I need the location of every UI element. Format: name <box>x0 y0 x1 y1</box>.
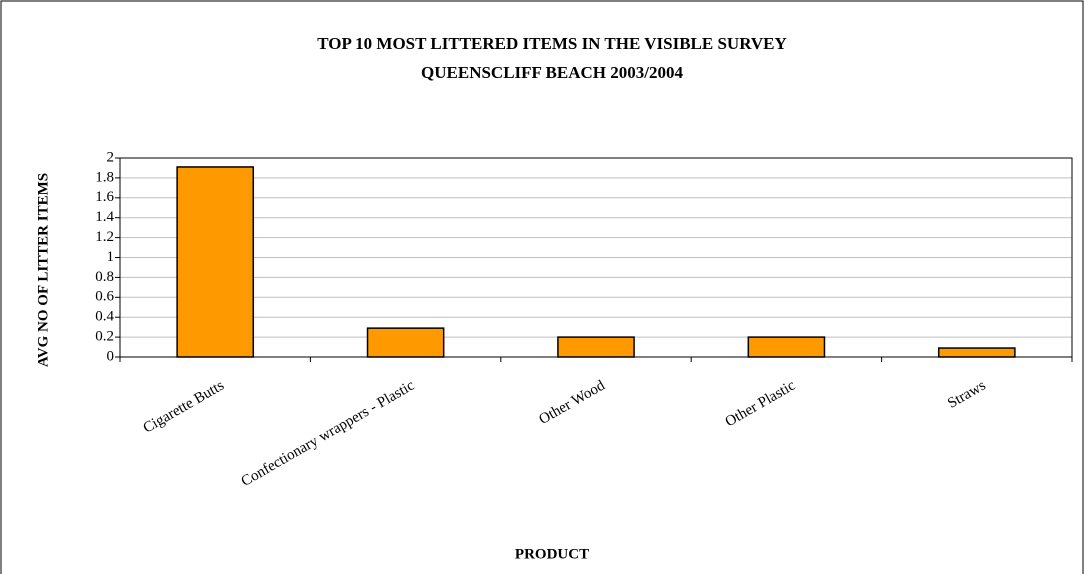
y-tick-label: 1.6 <box>95 189 114 205</box>
y-axis-title: AVG NO OF LITTER ITEMS <box>35 173 51 367</box>
x-axis-title: PRODUCT <box>515 546 589 562</box>
y-tick-label: 2 <box>107 149 115 165</box>
bar <box>937 347 1016 358</box>
bar <box>366 327 445 358</box>
y-tick-label: 0.2 <box>95 329 114 345</box>
y-tick-label: 0.8 <box>95 269 114 285</box>
bar <box>176 166 255 358</box>
y-tick-label: 0 <box>107 348 115 364</box>
y-tick-label: 0.4 <box>95 309 114 325</box>
bar <box>747 336 826 358</box>
y-tick-label: 1 <box>107 249 115 265</box>
y-tick-label: 1.8 <box>95 169 114 185</box>
chart-title: TOP 10 MOST LITTERED ITEMS IN THE VISIBL… <box>317 34 787 53</box>
y-tick-label: 0.6 <box>95 289 114 305</box>
y-tick-label: 1.2 <box>95 229 114 245</box>
bar <box>557 336 635 358</box>
y-tick-label: 1.4 <box>95 209 114 225</box>
plot-border <box>119 157 1073 358</box>
chart-subtitle: QUEENSCLIFF BEACH 2003/2004 <box>421 63 683 82</box>
